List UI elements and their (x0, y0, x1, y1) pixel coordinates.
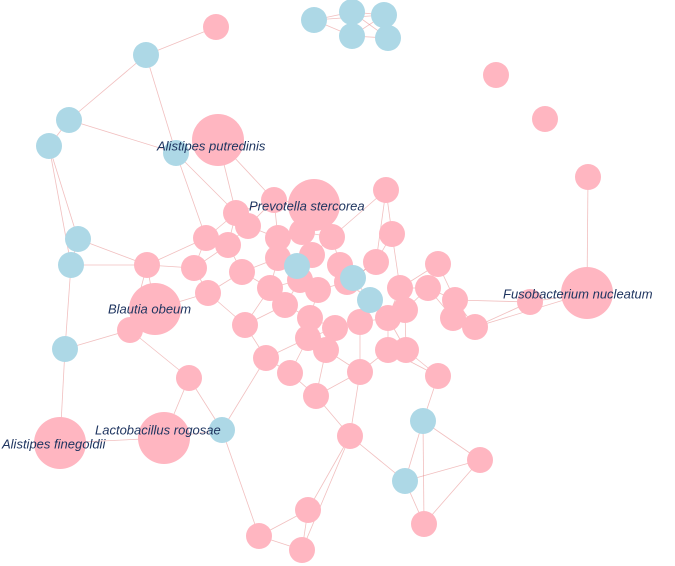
node-blue (56, 107, 82, 133)
node-blue (371, 2, 397, 28)
node-pink (138, 412, 190, 464)
node-pink (462, 314, 488, 340)
node-pink (261, 187, 287, 213)
node-pink (129, 283, 181, 335)
node-pink (246, 523, 272, 549)
edge (221, 357, 267, 431)
node-pink (347, 359, 373, 385)
node-blue (36, 133, 62, 159)
node-pink (561, 267, 613, 319)
node-pink (305, 277, 331, 303)
node-pink (289, 537, 315, 563)
node-pink (235, 213, 261, 239)
node-pink (176, 365, 202, 391)
node-blue (52, 336, 78, 362)
node-blue (284, 253, 310, 279)
node-pink (192, 114, 244, 166)
node-pink (379, 221, 405, 247)
node-blue (209, 417, 235, 443)
node-pink (411, 511, 437, 537)
node-pink (289, 219, 315, 245)
node-blue (339, 0, 365, 25)
node-pink (392, 297, 418, 323)
edge (175, 152, 237, 214)
node-pink (313, 337, 339, 363)
node-label: Lactobacillus rogosae (95, 422, 221, 437)
node-pink (347, 309, 373, 335)
edge (301, 435, 351, 551)
node-blue (340, 265, 366, 291)
edge (64, 264, 72, 350)
node-pink (229, 259, 255, 285)
node-pink (277, 360, 303, 386)
node-pink (532, 106, 558, 132)
node-pink (393, 337, 419, 363)
node-pink (288, 179, 340, 231)
node-pink (195, 280, 221, 306)
node-pink (295, 497, 321, 523)
node-pink (203, 14, 229, 40)
node-pink (134, 252, 160, 278)
node-pink (363, 249, 389, 275)
node-pink (117, 317, 143, 343)
node-pink (215, 232, 241, 258)
node-label: Alistipes finegoldii (1, 436, 106, 451)
node-pink (375, 337, 401, 363)
node-blue (58, 252, 84, 278)
node-pink (257, 275, 283, 301)
node-blue (375, 25, 401, 51)
node-pink (337, 423, 363, 449)
node-pink (265, 225, 291, 251)
node-pink (253, 345, 279, 371)
node-pink (272, 292, 298, 318)
node-blue (410, 408, 436, 434)
node-label: Fusobacterium nucleatum (503, 286, 653, 301)
node-blue (163, 140, 189, 166)
node-pink (425, 251, 451, 277)
labels: Alistipes putredinis Prevotella stercore… (1, 138, 653, 451)
edge (422, 420, 425, 525)
edge (175, 152, 207, 239)
edge (221, 429, 260, 537)
node-label: Blautia obeum (108, 301, 191, 316)
node-pink (297, 305, 323, 331)
node-blue (392, 468, 418, 494)
node-blue (65, 226, 91, 252)
node-blue (133, 42, 159, 68)
node-pink (483, 62, 509, 88)
edge (307, 435, 351, 511)
node-pink (34, 417, 86, 469)
edge (68, 119, 177, 154)
node-blue (357, 287, 383, 313)
node-pink (322, 315, 348, 341)
node-pink (575, 164, 601, 190)
node-pink (440, 305, 466, 331)
edge (423, 459, 481, 525)
edge (48, 145, 79, 240)
node-pink (232, 312, 258, 338)
node-pink (303, 383, 329, 409)
node-pink (467, 447, 493, 473)
edge (68, 54, 147, 121)
edge (145, 54, 177, 154)
node-pink (517, 289, 543, 315)
node-pink (181, 255, 207, 281)
node-label: Alistipes putredinis (156, 138, 266, 153)
nodes (34, 0, 613, 563)
node-pink (373, 177, 399, 203)
node-blue (339, 23, 365, 49)
node-blue (301, 7, 327, 33)
node-pink (425, 363, 451, 389)
node-pink (415, 275, 441, 301)
node-pink (319, 224, 345, 250)
node-pink (193, 225, 219, 251)
node-label: Prevotella stercorea (249, 198, 365, 213)
node-pink (387, 275, 413, 301)
